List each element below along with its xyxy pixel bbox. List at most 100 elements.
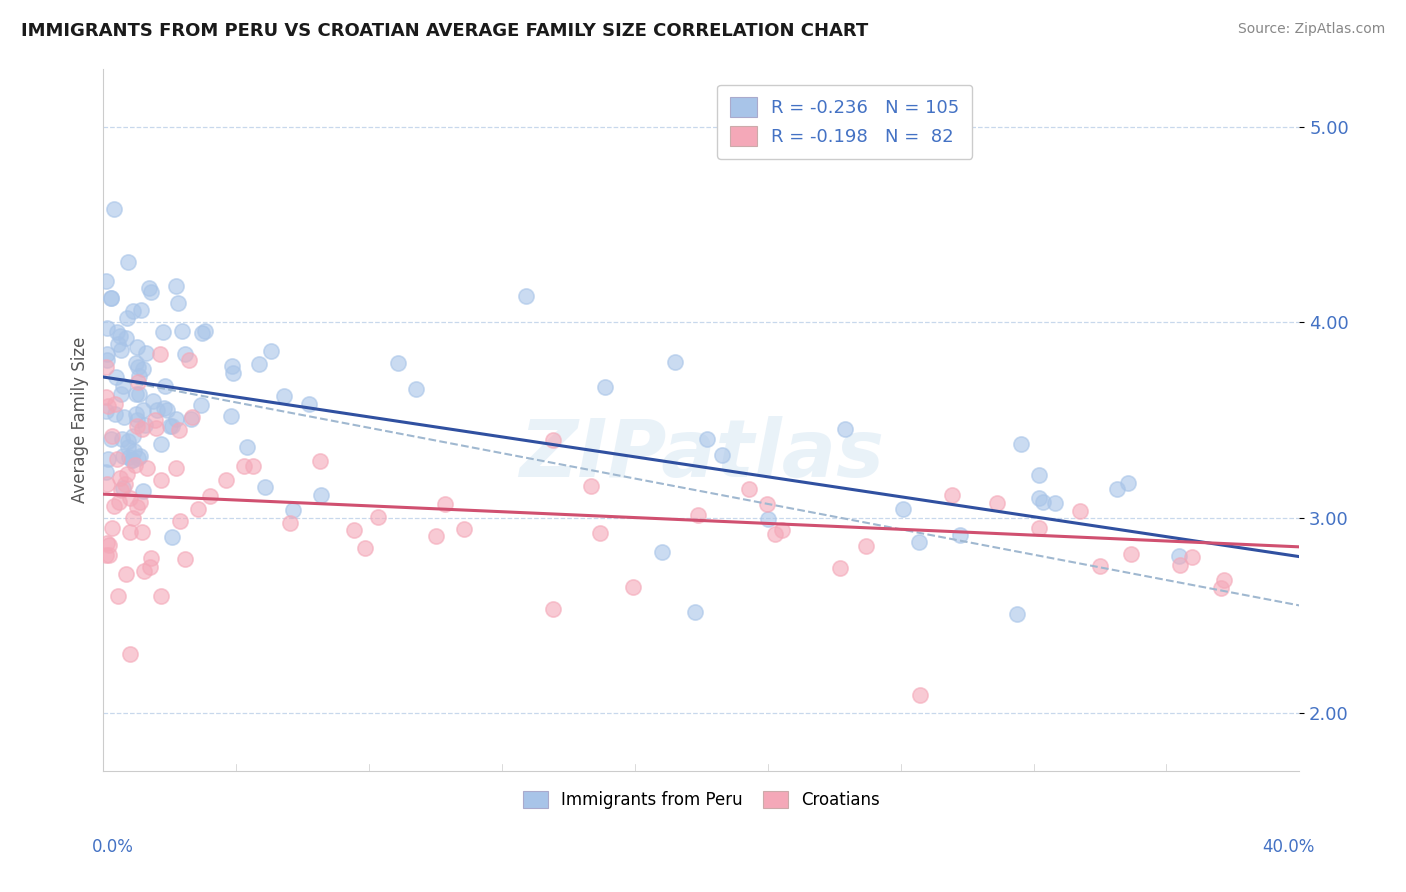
Point: [686, 508, 709, 523]
Point: [100, 291, 122, 305]
Point: [1105, 483, 1128, 497]
Point: [1119, 547, 1142, 561]
Point: [309, 453, 332, 467]
Point: [273, 389, 295, 403]
Point: [134, 418, 156, 433]
Point: [103, 397, 125, 411]
Point: [143, 413, 166, 427]
Point: [169, 514, 191, 528]
Point: [98, 538, 121, 552]
Point: [94, 465, 117, 479]
Point: [94, 274, 117, 288]
Point: [94, 390, 117, 404]
Point: [101, 520, 124, 534]
Point: [125, 387, 148, 401]
Point: [1212, 573, 1234, 587]
Point: [97, 451, 120, 466]
Point: [433, 498, 456, 512]
Point: [152, 325, 174, 339]
Point: [1209, 582, 1232, 596]
Point: [118, 525, 141, 540]
Point: [96, 535, 118, 549]
Point: [581, 479, 603, 493]
Point: [135, 346, 157, 360]
Point: [770, 524, 793, 538]
Point: [125, 413, 148, 427]
Point: [1170, 558, 1192, 572]
Point: [711, 448, 734, 462]
Point: [153, 401, 176, 415]
Point: [132, 403, 155, 417]
Point: [170, 324, 193, 338]
Point: [132, 564, 155, 578]
Point: [198, 489, 221, 503]
Text: 0.0%: 0.0%: [91, 838, 134, 855]
Point: [103, 499, 125, 513]
Point: [149, 589, 172, 603]
Point: [1032, 495, 1054, 509]
Point: [127, 360, 149, 375]
Point: [125, 340, 148, 354]
Point: [194, 324, 217, 338]
Point: [124, 407, 146, 421]
Point: [247, 358, 270, 372]
Point: [1043, 496, 1066, 510]
Point: [128, 369, 150, 384]
Point: [259, 343, 281, 358]
Point: [367, 509, 389, 524]
Point: [105, 452, 128, 467]
Point: [118, 450, 141, 464]
Point: [169, 423, 191, 437]
Point: [125, 419, 148, 434]
Point: [122, 429, 145, 443]
Point: [891, 501, 914, 516]
Text: Source: ZipAtlas.com: Source: ZipAtlas.com: [1237, 22, 1385, 37]
Point: [588, 525, 610, 540]
Point: [114, 476, 136, 491]
Point: [153, 379, 176, 393]
Point: [125, 500, 148, 514]
Text: 40.0%: 40.0%: [1263, 838, 1315, 855]
Point: [190, 398, 212, 412]
Point: [121, 453, 143, 467]
Point: [738, 482, 761, 496]
Point: [830, 561, 852, 575]
Point: [111, 432, 134, 446]
Point: [941, 487, 963, 501]
Point: [297, 397, 319, 411]
Point: [1028, 491, 1050, 505]
Point: [149, 437, 172, 451]
Point: [405, 383, 427, 397]
Point: [453, 522, 475, 536]
Point: [108, 495, 131, 509]
Point: [664, 355, 686, 369]
Point: [98, 548, 121, 562]
Point: [181, 409, 204, 424]
Point: [159, 419, 181, 434]
Point: [131, 524, 153, 539]
Text: ZIPatlas: ZIPatlas: [519, 416, 884, 494]
Point: [138, 281, 160, 295]
Point: [1181, 550, 1204, 565]
Point: [141, 285, 163, 300]
Point: [129, 449, 152, 463]
Point: [149, 473, 172, 487]
Point: [117, 440, 139, 454]
Point: [1010, 436, 1032, 450]
Point: [107, 590, 129, 604]
Point: [110, 483, 132, 497]
Point: [112, 409, 135, 424]
Point: [120, 647, 142, 661]
Point: [114, 331, 136, 345]
Point: [128, 386, 150, 401]
Point: [253, 480, 276, 494]
Point: [104, 407, 127, 421]
Point: [165, 279, 187, 293]
Point: [112, 481, 135, 495]
Point: [1168, 549, 1191, 563]
Point: [96, 353, 118, 368]
Point: [756, 497, 779, 511]
Point: [763, 527, 786, 541]
Point: [105, 369, 128, 384]
Point: [174, 552, 197, 566]
